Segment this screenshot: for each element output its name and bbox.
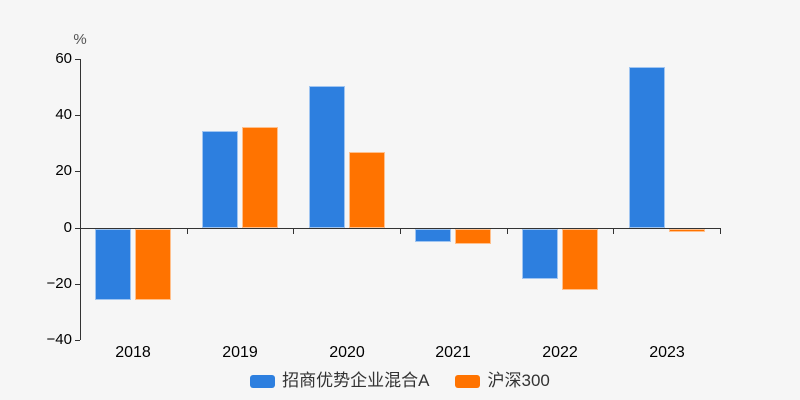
y-axis-tick-label: −40 [46,331,72,348]
y-axis-tick-label: 0 [63,219,72,236]
bar-s1-2018[interactable] [135,229,171,300]
bar-s0-2023[interactable] [629,67,665,228]
legend-item-index[interactable]: 沪深300 [455,371,550,391]
legend-label-fund: 招商优势企业混合A [282,371,430,390]
x-axis-tick [80,229,81,234]
legend-label-index: 沪深300 [487,371,550,390]
x-axis-category-label: 2021 [435,344,471,361]
bar-s0-2022[interactable] [522,229,558,279]
y-axis-tick-label: 60 [55,50,72,67]
x-axis-tick [293,229,294,234]
x-axis-tick [400,229,401,234]
x-axis-tick [187,229,188,234]
bar-s1-2023[interactable] [669,229,705,232]
legend-swatch-index-icon [455,374,481,388]
x-axis-category-label: 2018 [115,344,151,361]
y-axis-tick-label: 40 [55,106,72,123]
legend-item-fund[interactable]: 招商优势企业混合A [250,371,429,391]
bar-s0-2020[interactable] [309,86,345,228]
x-axis-line [80,228,721,229]
x-axis-category-label: 2022 [542,344,578,361]
x-axis-tick [720,229,721,234]
x-axis-category-label: 2020 [329,344,365,361]
legend: 招商优势企业混合A 沪深300 [0,371,800,391]
bar-s1-2019[interactable] [242,127,278,228]
bar-s0-2019[interactable] [202,131,238,228]
y-axis-tick [75,228,80,229]
y-axis-unit-label: % [73,31,87,48]
bar-s0-2021[interactable] [415,229,451,242]
y-axis-tick-label: 20 [55,162,72,179]
x-axis-tick [507,229,508,234]
x-axis-tick [613,229,614,234]
bar-s1-2022[interactable] [562,229,598,290]
legend-swatch-fund-icon [250,374,276,388]
bar-s1-2020[interactable] [349,152,385,228]
bar-s0-2018[interactable] [95,229,131,300]
y-axis-line [80,59,81,340]
x-axis-category-label: 2019 [222,344,258,361]
y-axis-tick [75,340,80,341]
bar-s1-2021[interactable] [455,229,491,244]
x-axis-category-label: 2023 [649,344,685,361]
y-axis-tick-label: −20 [46,275,72,292]
y-axis-tick [75,284,80,285]
y-axis-tick [75,59,80,60]
y-axis-tick [75,115,80,116]
y-axis-tick [75,171,80,172]
